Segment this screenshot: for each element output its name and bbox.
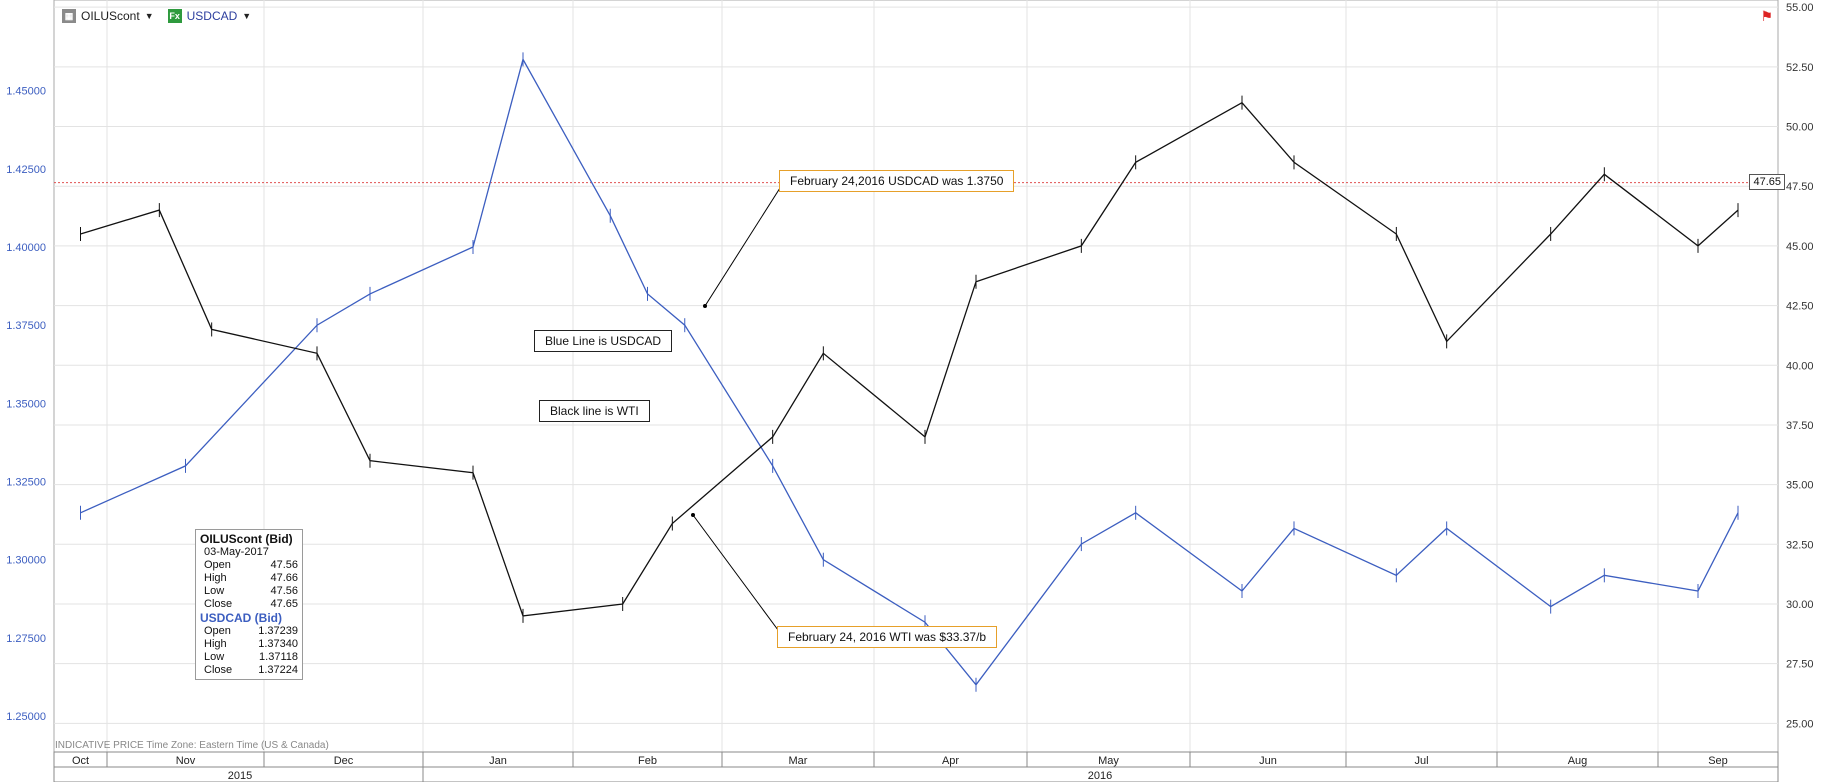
- right-tick-label: 55.00: [1786, 2, 1814, 14]
- databox-usd-title: USDCAD (Bid): [200, 611, 282, 625]
- month-label: Sep: [1708, 755, 1728, 767]
- databox-row: Low 1.37118: [204, 651, 298, 663]
- leader-usdcad-dot: [703, 304, 707, 308]
- right-tick-label: 50.00: [1786, 122, 1814, 134]
- last-price-tag: 47.65: [1749, 174, 1785, 190]
- month-label: Apr: [942, 755, 959, 767]
- left-tick-label: 1.37500: [6, 320, 46, 332]
- indicative-note: INDICATIVE PRICE Time Zone: Eastern Time…: [55, 740, 329, 751]
- right-tick-label: 35.00: [1786, 480, 1814, 492]
- alert-flag-icon[interactable]: ⚑: [1760, 8, 1773, 24]
- left-tick-label: 1.42500: [6, 164, 46, 176]
- month-label: Oct: [72, 755, 89, 767]
- left-tick-label: 1.27500: [6, 633, 46, 645]
- right-tick-label: 25.00: [1786, 718, 1814, 730]
- databox-row: Low 47.56: [204, 585, 298, 597]
- left-axis: 1.25000 1.27500 1.30000 1.32500 1.35000 1.375…: [6, 86, 46, 723]
- left-tick-label: 1.35000: [6, 398, 46, 410]
- left-tick-label: 1.45000: [6, 86, 46, 98]
- databox-row: High 47.66: [204, 572, 298, 584]
- databox-date: 03-May-2017: [204, 546, 269, 558]
- fx-icon: Fx: [167, 9, 182, 23]
- leader-wti: [692, 514, 779, 631]
- databox-row: Close 47.65: [204, 598, 298, 610]
- right-tick-label: 40.00: [1786, 360, 1814, 372]
- annotation-usdcad[interactable]: February 24,2016 USDCAD was 1.3750: [779, 170, 1015, 192]
- right-tick-label: 27.50: [1786, 659, 1814, 671]
- annotation-black-line[interactable]: Black line is WTI: [539, 400, 650, 422]
- legend-usdcad[interactable]: Fx USDCAD ▼: [167, 9, 252, 23]
- right-axis: 25.00 27.50 30.00 32.50 35.00 37.50 40.00 42.50…: [1786, 2, 1814, 730]
- annotation-blue-line[interactable]: Blue Line is USDCAD: [534, 330, 673, 352]
- month-label: Mar: [789, 755, 808, 767]
- month-label: Dec: [334, 755, 354, 767]
- legend-usdcad-label: USDCAD: [186, 9, 238, 23]
- month-label: May: [1098, 755, 1119, 767]
- right-tick-label: 32.50: [1786, 539, 1814, 551]
- legend-oil-label: OILUScont: [81, 9, 140, 23]
- data-box: OILUScont (Bid) 03-May-2017 Open 47.56 Hi…: [195, 529, 303, 680]
- caret-down-icon[interactable]: ▼: [144, 11, 154, 21]
- databox-row: Open 47.56: [204, 559, 298, 571]
- right-tick-label: 52.50: [1786, 62, 1814, 74]
- month-label: Nov: [176, 755, 196, 767]
- right-tick-label: 45.00: [1786, 241, 1814, 253]
- annotation-leaders: [691, 187, 781, 631]
- year-label: 2016: [1088, 770, 1112, 782]
- right-tick-label: 42.50: [1786, 301, 1814, 313]
- chart-icon: ▦: [62, 9, 76, 23]
- year-label: 2015: [228, 770, 252, 782]
- right-tick-label: 37.50: [1786, 420, 1814, 432]
- caret-down-icon[interactable]: ▼: [242, 11, 252, 21]
- left-tick-label: 1.40000: [6, 242, 46, 254]
- right-tick-label: 30.00: [1786, 599, 1814, 611]
- databox-oil-title: OILUScont (Bid): [200, 532, 293, 546]
- left-tick-label: 1.32500: [6, 477, 46, 489]
- leader-usdcad: [704, 187, 781, 307]
- time-axis: Oct Nov Dec Jan Feb Mar Apr May Jun Jul Aug Sep 2015…: [53, 751, 1779, 782]
- left-tick-label: 1.30000: [6, 555, 46, 567]
- month-label: Aug: [1568, 755, 1588, 767]
- chart-legend: ▦ OILUScont ▼ Fx USDCAD ▼: [62, 9, 265, 23]
- leader-wti-dot: [691, 513, 695, 517]
- month-label: Jun: [1259, 755, 1277, 767]
- month-label: Feb: [638, 755, 657, 767]
- databox-row: Close 1.37224: [204, 664, 298, 676]
- databox-row: Open 1.37239: [204, 625, 298, 637]
- month-label: Jan: [489, 755, 507, 767]
- left-tick-label: 1.25000: [6, 711, 46, 723]
- annotation-wti[interactable]: February 24, 2016 WTI was $33.37/b: [777, 626, 998, 648]
- legend-oil[interactable]: ▦ OILUScont ▼: [62, 9, 154, 23]
- databox-row: High 1.37340: [204, 638, 298, 650]
- right-tick-label: 47.50: [1786, 181, 1814, 193]
- month-label: Jul: [1414, 755, 1428, 767]
